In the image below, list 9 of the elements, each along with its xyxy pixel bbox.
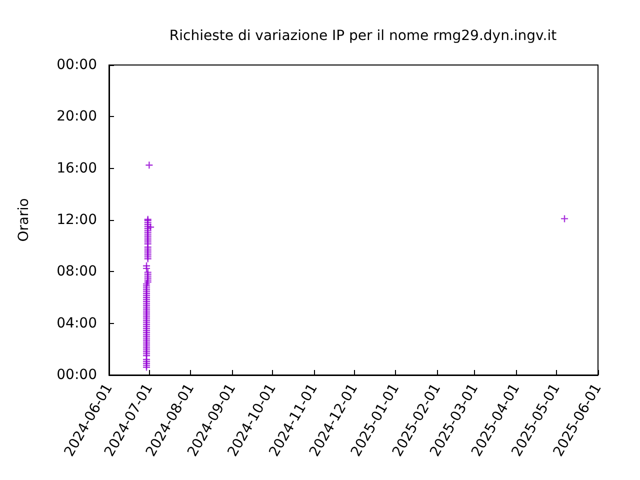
y-tick-label: 08:00: [56, 264, 97, 280]
y-tick-label: 00:00: [56, 57, 97, 73]
y-tick-label: 20:00: [56, 108, 97, 125]
y-tick-label: 04:00: [56, 315, 97, 332]
y-axis-title: Orario: [16, 198, 32, 242]
chart-title: Richieste di variazione IP per il nome rmg29.dyn.ingv.it: [169, 28, 558, 44]
y-tick-label: 00:00: [56, 367, 97, 383]
y-tick-label: 12:00: [56, 212, 97, 228]
y-tick-label: 16:00: [56, 160, 97, 176]
